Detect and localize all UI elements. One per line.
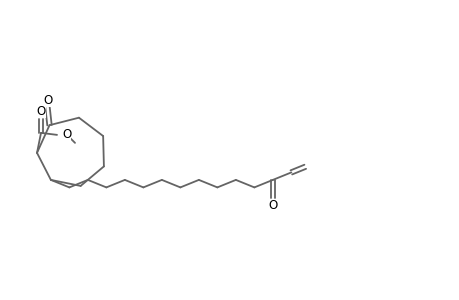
Text: O: O [268, 200, 277, 212]
Text: O: O [62, 128, 71, 141]
Text: O: O [36, 105, 45, 119]
Text: O: O [43, 94, 52, 107]
